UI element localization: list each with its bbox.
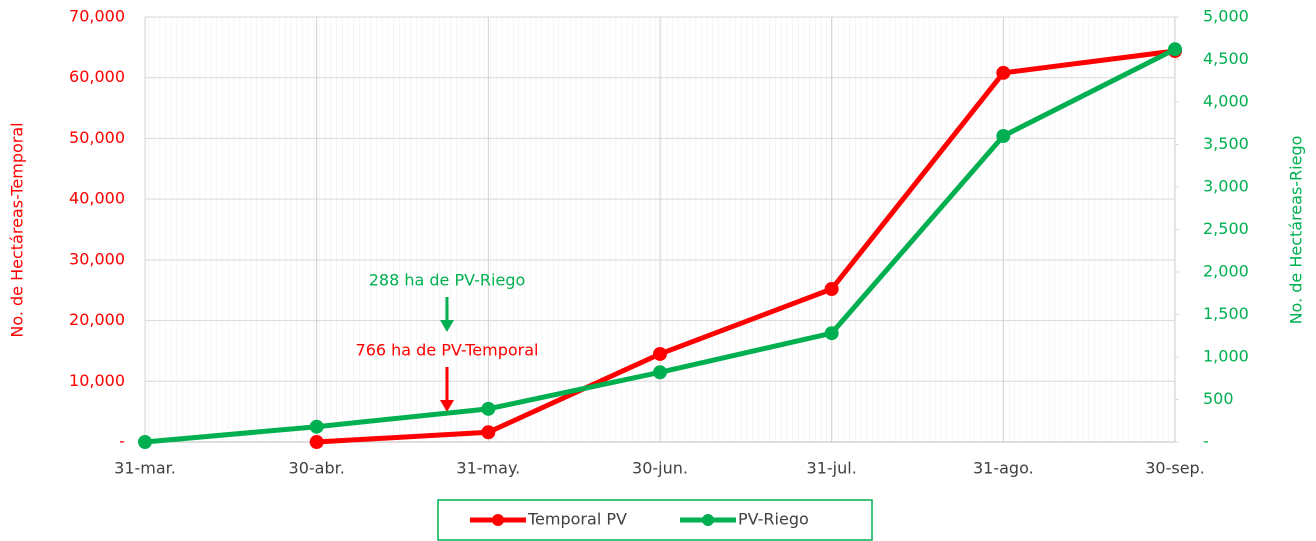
y2-axis-label: No. de Hectáreas-Riego (1287, 136, 1306, 325)
series-marker (824, 326, 839, 341)
legend-label: Temporal PV (527, 510, 627, 529)
annotation-arrowhead (440, 400, 454, 412)
series-marker (309, 419, 324, 434)
x-tick-label: 30-sep. (1145, 459, 1205, 478)
x-tick-label: 30-abr. (289, 459, 345, 478)
y2-tick-label: 1,500 (1203, 304, 1249, 323)
y2-tick-label: 4,500 (1203, 49, 1249, 68)
x-tick-label: 30-jun. (632, 459, 688, 478)
x-tick-label: 31-ago. (973, 459, 1034, 478)
legend-label: PV-Riego (738, 510, 809, 529)
series-marker (138, 435, 152, 449)
y-tick-label: 10,000 (69, 371, 125, 390)
y2-tick-label: 4,000 (1203, 92, 1249, 111)
y2-tick-label: 2,000 (1203, 262, 1249, 281)
annotation: 288 ha de PV-Riego (369, 271, 526, 290)
annotation: 766 ha de PV-Temporal (356, 341, 539, 360)
x-tick-label: 31-may. (456, 459, 520, 478)
series-marker (1168, 42, 1182, 57)
series-marker (996, 65, 1011, 80)
series-marker (309, 435, 324, 449)
y2-tick-label: 5,000 (1203, 7, 1249, 26)
series-marker (824, 282, 839, 296)
series-marker (481, 401, 496, 416)
series-line (316, 48, 1176, 445)
y2-tick-label: 3,000 (1203, 177, 1249, 196)
y2-tick-label: 1,000 (1203, 347, 1249, 366)
series-marker (996, 129, 1011, 143)
x-tick-label: 31-mar. (114, 459, 176, 478)
y-tick-label: 40,000 (69, 189, 125, 208)
y2-tick-label: - (1203, 432, 1209, 451)
y-tick-label: 20,000 (69, 310, 125, 329)
y-tick-label: - (119, 432, 125, 451)
x-tick-label: 31-jul. (807, 459, 857, 478)
annotation-arrowhead (440, 320, 454, 332)
series-marker (653, 346, 667, 361)
series-marker (481, 425, 496, 440)
y-axis-label: No. de Hectáreas-Temporal (8, 122, 27, 337)
legend-marker (492, 514, 504, 526)
y-tick-label: 70,000 (69, 7, 125, 26)
legend-marker (702, 514, 714, 526)
y2-tick-label: 500 (1203, 389, 1234, 408)
y-tick-label: 50,000 (69, 128, 125, 147)
y-tick-label: 60,000 (69, 67, 125, 86)
series-marker (653, 365, 667, 380)
y-tick-label: 30,000 (69, 249, 125, 268)
y2-tick-label: 2,500 (1203, 219, 1249, 238)
y2-tick-label: 3,500 (1203, 134, 1249, 153)
